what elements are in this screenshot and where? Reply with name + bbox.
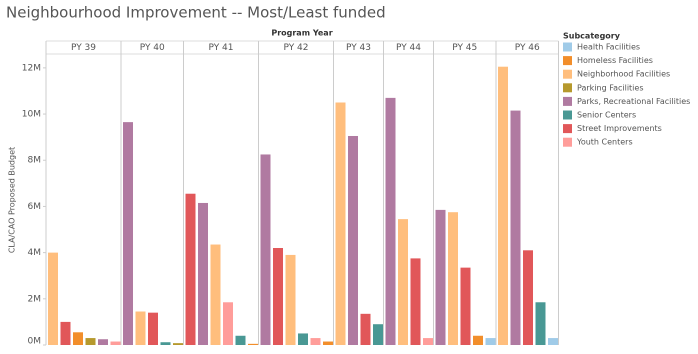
legend-title: Subcategory (563, 32, 621, 41)
bar (485, 338, 496, 345)
bar (385, 97, 396, 345)
y-tick-label: 8M (28, 156, 42, 166)
bar (260, 154, 271, 345)
bar (110, 341, 121, 345)
legend-swatch (563, 137, 572, 147)
legend-swatch (563, 96, 572, 106)
legend-label: Parking Facilities (577, 83, 644, 92)
bar (285, 254, 296, 345)
bar (135, 311, 146, 345)
bar (248, 343, 258, 345)
y-axis-title: CLA/CAO Proposed Budget (8, 147, 17, 253)
legend-swatch (563, 56, 572, 66)
bar (98, 339, 108, 345)
panel-label: PY 39 (71, 43, 96, 53)
bar (410, 258, 421, 345)
legend-label: Youth Centers (576, 138, 633, 147)
bar (373, 324, 383, 345)
legend-label: Neighborhood Facilities (577, 70, 670, 79)
bar (510, 110, 521, 345)
bar (160, 342, 171, 345)
bar (123, 122, 133, 345)
bar (60, 321, 71, 345)
facet-title: Program Year (271, 29, 332, 38)
bar (460, 267, 471, 345)
bar (273, 248, 283, 345)
panel-label: PY 40 (140, 43, 165, 53)
panel-label: PY 41 (208, 43, 233, 53)
chart-title: Neighbourhood Improvement -- Most/Least … (6, 4, 386, 22)
bar (523, 250, 533, 345)
bar (448, 212, 458, 345)
bar (360, 313, 371, 345)
legend-swatch (563, 124, 572, 134)
bar (185, 193, 196, 345)
legend-label: Homeless Facilities (577, 56, 653, 65)
legend-swatch (563, 42, 572, 52)
y-tick-label: 2M (28, 294, 42, 304)
panel-label: PY 45 (452, 43, 477, 53)
bar (173, 343, 183, 345)
panel-label: PY 43 (346, 43, 371, 53)
bar (298, 333, 308, 345)
panel-label: PY 42 (283, 43, 308, 53)
bar (348, 135, 358, 345)
bar (498, 66, 508, 345)
bar (85, 338, 96, 345)
bar (310, 338, 321, 345)
bar (223, 302, 233, 345)
legend-swatch (563, 69, 572, 79)
bar (198, 202, 208, 345)
legend-swatch (563, 83, 572, 93)
legend-label: Street Improvements (577, 124, 662, 133)
panel-label: PY 44 (396, 43, 421, 53)
y-tick-label: 10M (22, 110, 41, 120)
panel-label: PY 46 (515, 43, 540, 53)
bar (398, 219, 408, 345)
bar (73, 332, 83, 345)
bar (435, 209, 446, 345)
legend-label: Senior Centers (577, 111, 636, 120)
bar (210, 244, 221, 345)
y-tick-label: 4M (28, 248, 42, 258)
bar (335, 102, 346, 345)
y-tick-label: 0M (28, 337, 42, 347)
bar (423, 338, 433, 345)
bar (148, 312, 158, 345)
y-tick-label: 6M (28, 202, 42, 212)
legend-label: Health Facilities (577, 43, 640, 52)
bar (235, 335, 246, 345)
bar (473, 335, 483, 345)
bar (548, 338, 558, 345)
legend-label: Parks, Recreational Facilities (577, 97, 690, 106)
bar (323, 341, 333, 345)
legend-swatch (563, 110, 572, 120)
y-tick-label: 12M (22, 63, 41, 73)
bar (48, 252, 58, 345)
bar (535, 302, 546, 345)
